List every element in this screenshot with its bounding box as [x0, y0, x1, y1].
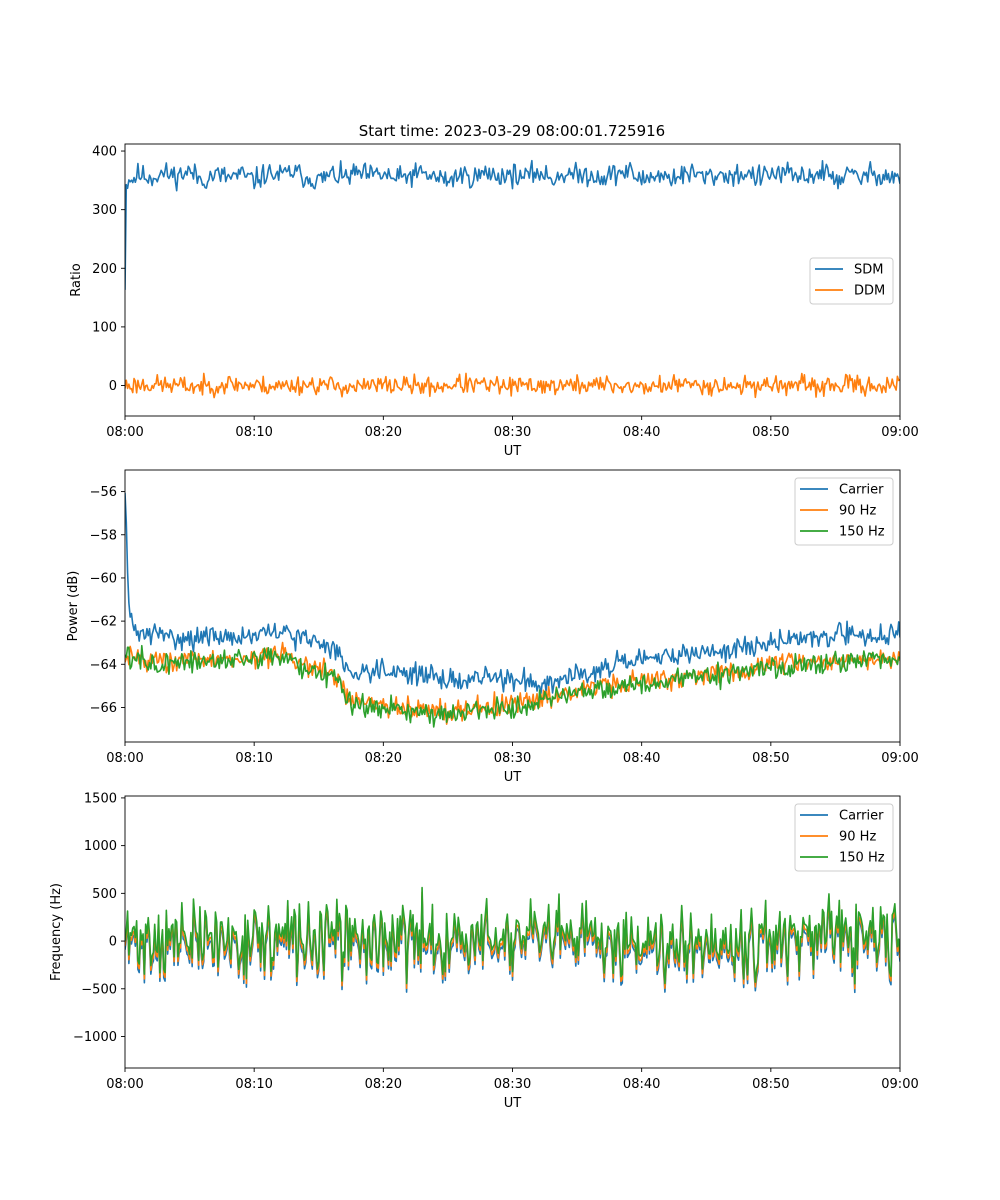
- series-group: [125, 159, 900, 399]
- y-axis-label: Frequency (Hz): [49, 883, 64, 981]
- x-tick-label: 08:50: [752, 425, 789, 440]
- x-tick-label: 08:10: [235, 1077, 272, 1092]
- x-tick-label: 08:50: [752, 1077, 789, 1092]
- chart-panel-1: 08:00 08:10 08:20 08:30 08:40 08:50 09:00 UT 0 10…: [69, 143, 919, 459]
- x-tick-label: 08:00: [106, 1077, 143, 1092]
- x-tick-label: 08:20: [365, 425, 402, 440]
- legend-label: SDM: [854, 263, 883, 278]
- x-tick-label: 08:40: [623, 425, 660, 440]
- x-axis-label: UT: [504, 1096, 522, 1111]
- x-tick-label: 08:10: [235, 751, 272, 766]
- y-tick-label: 200: [92, 262, 117, 277]
- legend-label: 150 Hz: [839, 851, 885, 866]
- series-line-carrier: [125, 492, 900, 695]
- legend: SDM DDM: [809, 257, 894, 305]
- chart-panel-2: 08:00 08:10 08:20 08:30 08:40 08:50 09:00 UT −56…: [66, 469, 919, 785]
- x-axis-label: UT: [504, 444, 522, 459]
- legend-label: Carrier: [839, 483, 884, 498]
- y-tick-label: −500: [81, 982, 117, 997]
- x-tick-label: 08:30: [494, 1077, 531, 1092]
- legend: Carrier 90 Hz 150 Hz: [794, 803, 894, 872]
- x-tick-label: 08:20: [365, 1077, 402, 1092]
- legend-label: 90 Hz: [839, 504, 876, 519]
- x-tick-label: 08:30: [494, 425, 531, 440]
- y-tick-label: −1000: [73, 1030, 117, 1045]
- y-tick-label: 0: [109, 935, 117, 950]
- x-tick-label: 08:40: [623, 751, 660, 766]
- y-tick-label: −66: [90, 701, 117, 716]
- y-tick-label: 400: [92, 145, 117, 160]
- series-line-ddm: [125, 372, 900, 399]
- legend: Carrier 90 Hz 150 Hz: [794, 477, 894, 546]
- series-line-150-hz: [125, 644, 900, 728]
- y-tick-label: 300: [92, 203, 117, 218]
- chart-panels: 08:00 08:10 08:20 08:30 08:40 08:50 09:00 UT 0 10…: [49, 143, 919, 1111]
- x-axis-label: UT: [504, 770, 522, 785]
- y-tick-label: −64: [90, 658, 117, 673]
- y-tick-label: 500: [92, 887, 117, 902]
- x-tick-label: 09:00: [881, 751, 918, 766]
- x-tick-label: 08:20: [365, 751, 402, 766]
- series-line-sdm: [125, 159, 900, 290]
- legend-label: Carrier: [839, 809, 884, 824]
- x-tick-label: 08:10: [235, 425, 272, 440]
- series-group: [125, 886, 900, 994]
- y-tick-label: −62: [90, 615, 117, 630]
- x-tick-label: 08:30: [494, 751, 531, 766]
- y-tick-label: −60: [90, 571, 117, 586]
- legend-box: [794, 477, 894, 546]
- legend-label: 90 Hz: [839, 830, 876, 845]
- x-tick-label: 08:00: [106, 751, 143, 766]
- y-tick-label: −56: [90, 485, 117, 500]
- x-tick-label: 08:00: [106, 425, 143, 440]
- figure-title: Start time: 2023-03-29 08:00:01.725916: [359, 122, 665, 140]
- x-tick-label: 08:40: [623, 1077, 660, 1092]
- y-tick-label: −58: [90, 528, 117, 543]
- series-group: [125, 492, 900, 728]
- y-tick-label: 0: [109, 379, 117, 394]
- x-tick-label: 09:00: [881, 1077, 918, 1092]
- y-tick-label: 1000: [84, 839, 117, 854]
- y-tick-label: 100: [92, 320, 117, 335]
- legend-box: [794, 803, 894, 872]
- series-line-150-hz: [125, 886, 900, 985]
- y-axis-label: Power (dB): [66, 571, 81, 642]
- legend-label: 150 Hz: [839, 525, 885, 540]
- y-axis-label: Ratio: [69, 263, 84, 296]
- x-tick-label: 09:00: [881, 425, 918, 440]
- legend-label: DDM: [854, 284, 885, 299]
- y-tick-label: 1500: [84, 791, 117, 806]
- series-line-90-hz: [125, 891, 900, 990]
- chart-panel-3: 08:00 08:10 08:20 08:30 08:40 08:50 09:00 UT 150…: [49, 791, 919, 1111]
- x-tick-label: 08:50: [752, 751, 789, 766]
